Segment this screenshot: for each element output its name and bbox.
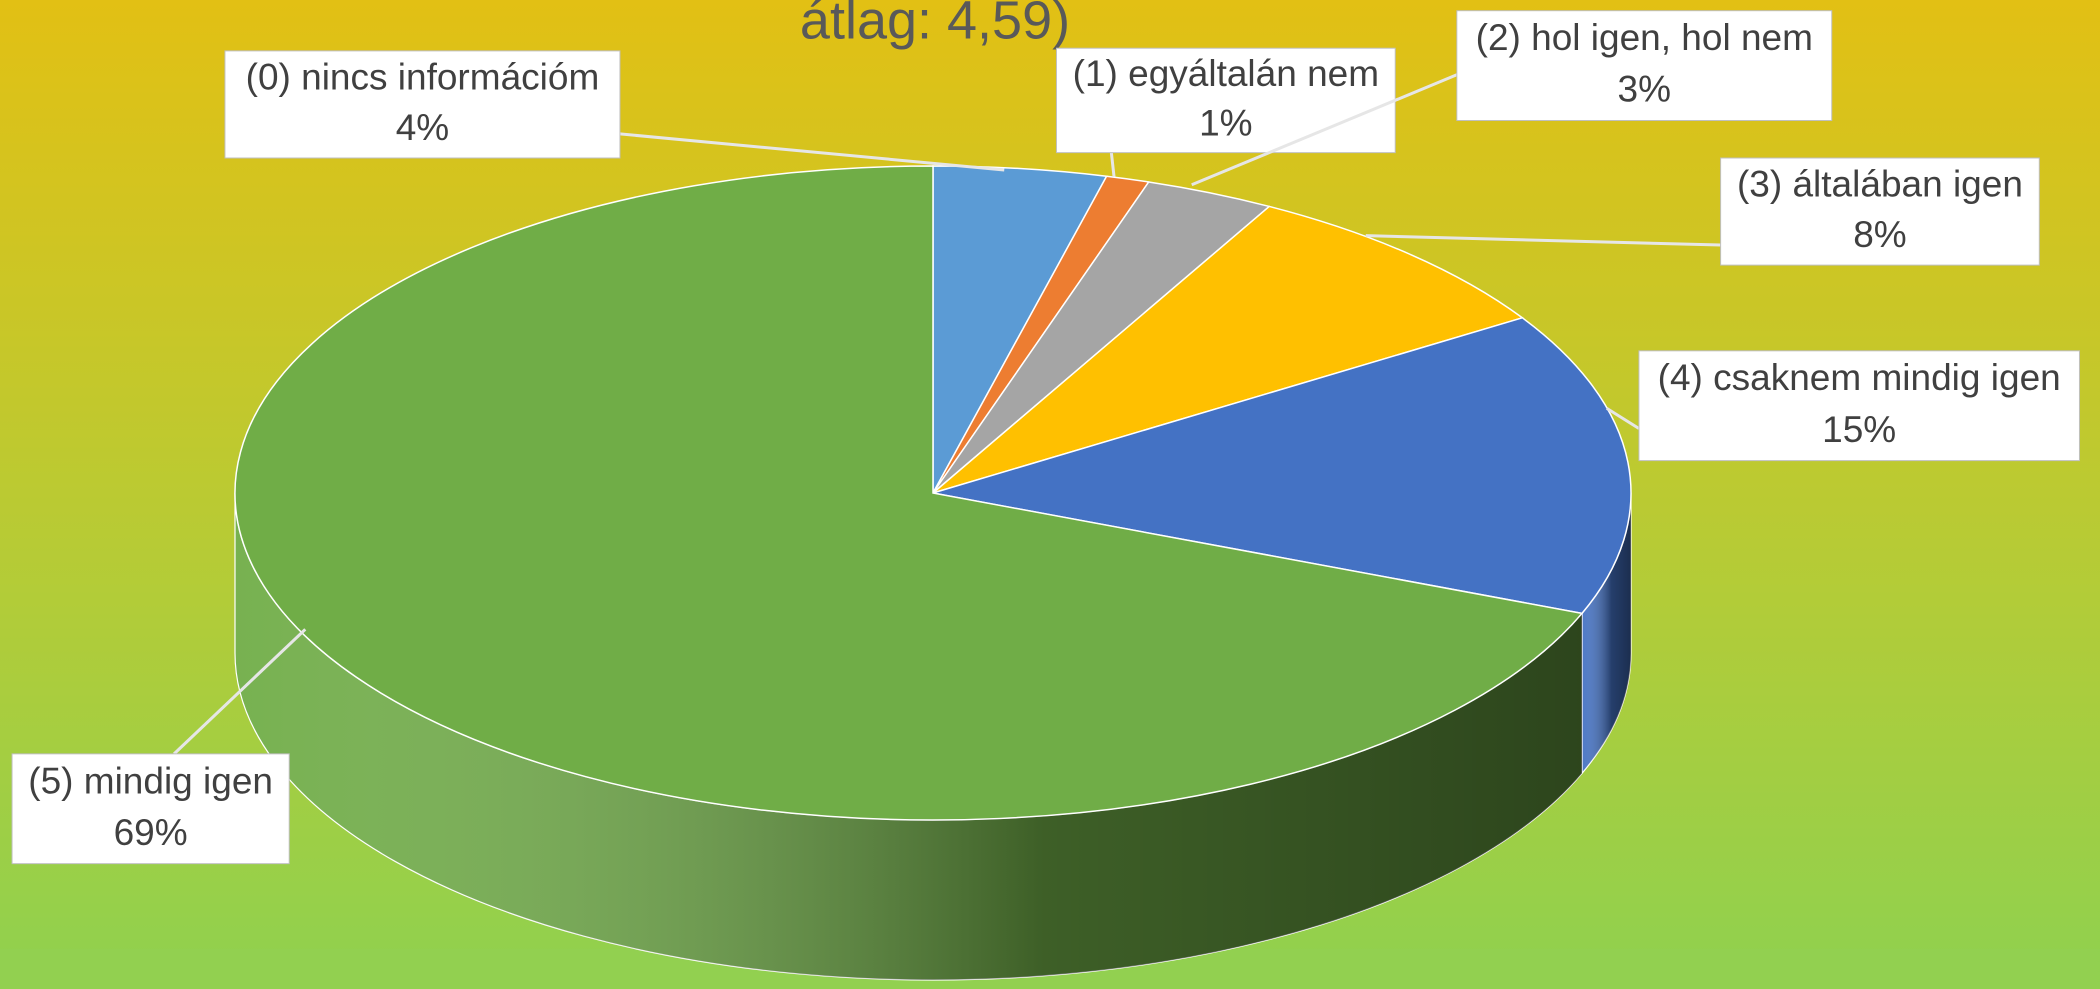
value-label: 8% (1853, 214, 1906, 255)
label-box (1720, 157, 2040, 266)
slice (234, 165, 1584, 821)
value-label: 15% (1822, 409, 1896, 450)
label-box (1055, 47, 1396, 154)
leader-line (173, 628, 307, 755)
value-label: 4% (396, 107, 449, 148)
slice-side-shade (1581, 493, 1631, 774)
leader-line (1606, 407, 1640, 430)
label-box (1456, 10, 1833, 122)
chart-title: átlag: 4,59) (800, 0, 1070, 50)
label-box (11, 753, 290, 865)
labels: (0) nincs információm 4% (1) egyáltalán ne… (11, 10, 2080, 865)
slice (932, 316, 1632, 615)
leader-line (1365, 234, 1721, 247)
value-label: 69% (114, 812, 188, 853)
category-label: (5) mindig igen (28, 760, 273, 801)
category-label: (1) egyáltalán nem (1073, 53, 1379, 94)
label-box (224, 50, 621, 159)
value-label: 3% (1618, 69, 1671, 110)
leader-line (1191, 72, 1461, 187)
value-label: 1% (1199, 102, 1252, 143)
leader-line (1109, 152, 1116, 177)
category-label: (2) hol igen, hol nem (1476, 17, 1813, 58)
pie (234, 165, 1632, 981)
label-box (1638, 350, 2080, 462)
leader-line (619, 132, 1005, 172)
category-label: (4) csaknem mindig igen (1658, 357, 2061, 398)
slice-side-shade (235, 493, 1582, 981)
category-label: (0) nincs információm (246, 57, 600, 98)
category-label: (3) általában igen (1737, 164, 2023, 205)
slice (932, 205, 1524, 494)
